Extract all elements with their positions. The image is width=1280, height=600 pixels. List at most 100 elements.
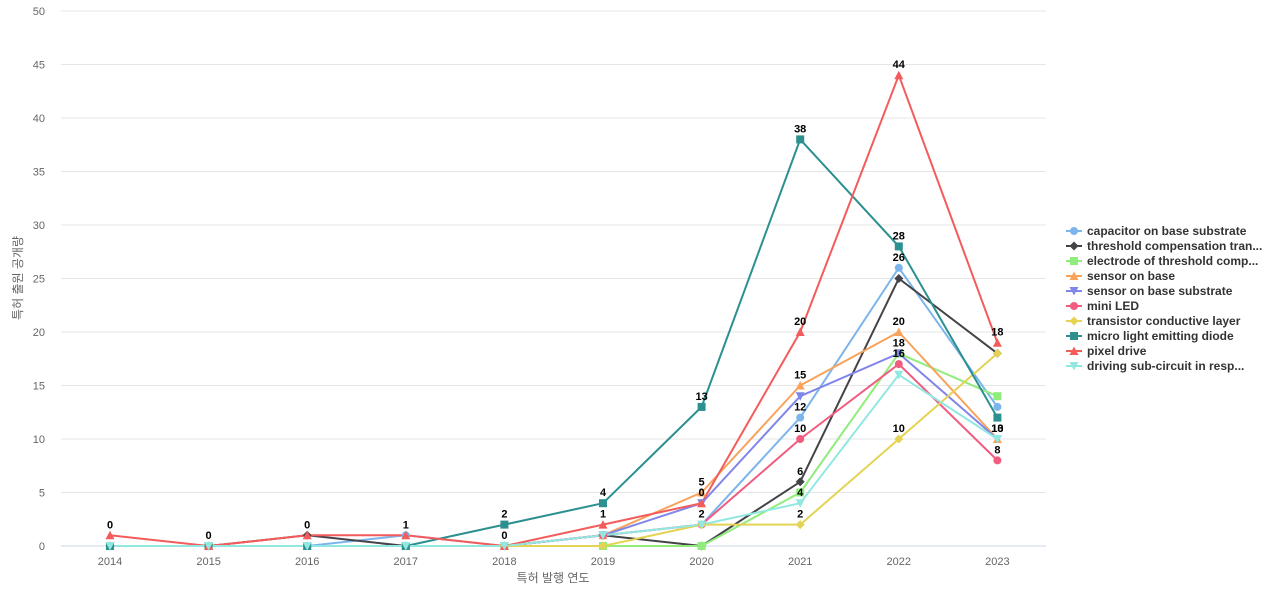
data-label: 0 [501,530,507,542]
series-6-point [796,435,805,443]
y-tick-label: 20 [33,327,45,339]
data-label: 0 [699,487,705,499]
series-1-point [796,413,805,422]
series-6-point [894,360,903,369]
legend-marker [1069,287,1079,296]
series-7-point [894,434,904,444]
legend-item[interactable]: electrode of threshold comp... [1066,254,1258,268]
y-tick-label: 30 [33,220,45,232]
series-8-point [894,242,903,251]
series-10-point [894,370,904,380]
x-axis-ticks: 2014 2015 2016 2017 2018 2019 2020 2021 2022 2023 [98,556,1010,568]
data-label: 18 [893,337,905,349]
data-label: 18 [991,327,1003,339]
legend-label: mini LED [1087,299,1139,313]
legend-item[interactable]: driving sub-circuit in resp... [1066,359,1244,373]
data-label: 0 [206,530,212,542]
series-2-point [894,274,904,283]
series-9-point [401,530,411,540]
legend-marker [1069,271,1079,280]
data-label: 13 [991,423,1003,435]
legend-item[interactable]: transistor conductive layer [1066,314,1241,328]
series-6-point [993,456,1002,465]
x-tick-label: 2018 [492,556,516,568]
data-label: 13 [695,391,707,403]
data-label: 2 [501,509,507,521]
series-1-point [894,263,903,272]
data-label: 2 [699,509,705,521]
data-label: 1 [403,519,409,531]
y-axis-ticks: 0 5 10 15 20 25 30 35 40 45 50 [33,6,45,553]
series-10-point [697,520,707,530]
x-tick-label: 2017 [394,556,418,568]
legend-item[interactable]: capacitor on base substrate [1066,224,1247,238]
legend-item[interactable]: mini LED [1066,299,1139,313]
y-tick-label: 35 [33,167,45,179]
series-line-9 [109,74,999,547]
data-label: 44 [893,59,906,71]
data-label: 20 [794,316,806,328]
series-8-point [697,402,706,411]
legend-marker [1070,302,1078,310]
data-label: 38 [794,123,806,135]
series-line-6 [110,363,999,547]
x-tick-label: 2020 [689,556,713,568]
data-label: 0 [304,519,310,531]
data-label: 6 [797,466,803,478]
series-10-point [499,542,509,551]
x-tick-label: 2019 [591,556,615,568]
legend-item[interactable]: sensor on base [1066,269,1175,283]
series-lines [109,74,999,547]
series-5-point [795,392,805,401]
series-3-point [796,488,805,497]
legend-item[interactable]: threshold compensation tran... [1066,239,1262,253]
data-label: 26 [893,252,905,264]
x-tick-label: 2021 [788,556,812,568]
y-tick-label: 40 [33,113,45,125]
data-label: 20 [893,316,905,328]
data-label: 12 [794,402,806,414]
legend-label: driving sub-circuit in resp... [1087,359,1244,373]
series-8-point [796,135,805,144]
series-10-point [992,435,1002,444]
series-line-7 [110,352,999,547]
legend-label: pixel drive [1087,344,1147,358]
series-10-point [795,499,805,508]
series-9-point [598,520,608,529]
series-4-point [697,488,707,497]
legend-marker [1069,346,1079,355]
legend-marker [1069,316,1079,326]
legend-label: transistor conductive layer [1087,314,1241,328]
data-label: 15 [794,370,806,382]
x-tick-label: 2016 [295,556,319,568]
legend-marker [1069,362,1079,371]
data-label: 16 [893,348,905,360]
data-label: 1 [600,509,606,521]
legend-label: sensor on base [1087,269,1175,283]
series-10-point [598,531,608,540]
legend-label: micro light emitting diode [1087,329,1234,343]
data-label: 4 [797,487,804,499]
data-label: 0 [107,519,113,531]
y-tick-label: 45 [33,60,45,72]
legend-item[interactable]: sensor on base substrate [1066,284,1233,298]
data-label: 28 [893,230,905,242]
series-9-point [992,338,1002,347]
legend-label: capacitor on base substrate [1087,224,1247,238]
series-7-point [598,541,608,551]
series-line-3 [110,352,998,547]
series-7-point [795,520,805,530]
series-7-point [992,348,1002,358]
data-label: 10 [893,423,905,435]
legend-item[interactable]: pixel drive [1066,344,1147,358]
x-tick-label: 2015 [196,556,220,568]
y-tick-label: 5 [39,488,45,500]
series-9-point [105,530,115,540]
legend-item[interactable]: micro light emitting diode [1066,329,1234,343]
series-8-point [599,499,607,508]
data-label: 8 [994,444,1000,456]
series-line-1 [110,266,999,547]
series-10-point [204,542,214,551]
